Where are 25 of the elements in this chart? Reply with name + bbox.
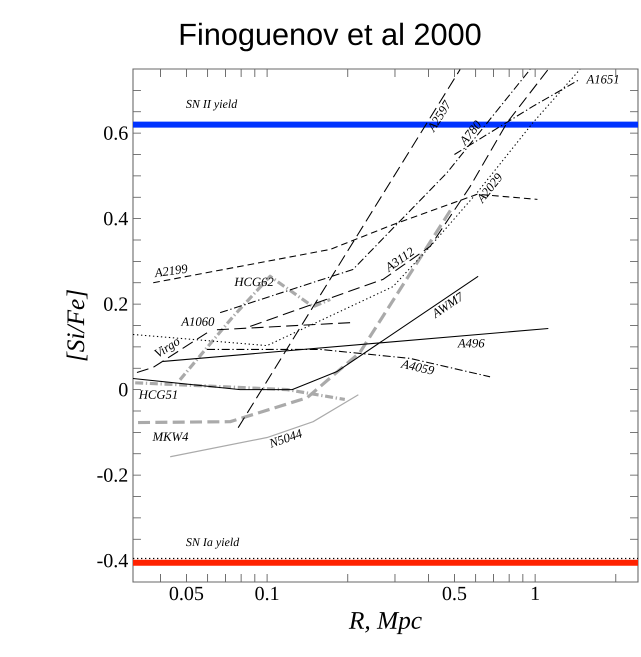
series-label: MKW4 — [152, 432, 188, 442]
ref-line-label: SN Ia yield — [186, 538, 240, 549]
text: A4059 — [400, 360, 434, 374]
chart-title: Finoguenov et al 2000 — [180, 22, 480, 52]
y-tick-label: -0.4 — [97, 554, 128, 568]
x-axis-title: R, Mpc — [348, 612, 422, 634]
series-label: HCG51 — [138, 390, 177, 399]
text: A2199 — [154, 264, 188, 278]
text: Virgo — [154, 339, 180, 357]
x-tick-label: 1 — [532, 586, 539, 600]
y-axis-title: [Si/Fe] — [66, 290, 88, 361]
series-label: A1060 — [180, 317, 214, 326]
y-tick-label: 0.2 — [104, 297, 128, 311]
series-label: A1651 — [586, 75, 618, 84]
y-tick-label: -0.2 — [97, 468, 128, 482]
x-tick-label: 0.5 — [442, 586, 466, 600]
series-label: HCG62 — [234, 278, 274, 286]
x-tick-label: 0.05 — [170, 586, 204, 600]
y-tick-label: 0.4 — [104, 212, 128, 226]
y-tick-label: 0.6 — [104, 126, 128, 140]
ref-line-label: SN II yield — [186, 100, 238, 110]
series-label: A496 — [457, 338, 485, 348]
text: N5044 — [270, 429, 302, 448]
y-tick-label: 0 — [119, 382, 128, 396]
x-tick-label: 0.1 — [255, 586, 278, 600]
